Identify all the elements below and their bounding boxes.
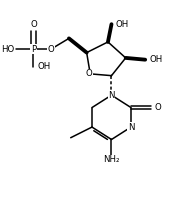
Text: OH: OH <box>116 20 129 29</box>
Text: O: O <box>48 45 55 54</box>
Text: NH₂: NH₂ <box>103 155 120 164</box>
Text: N: N <box>108 91 115 100</box>
Text: HO: HO <box>1 45 14 54</box>
Text: OH: OH <box>150 55 163 64</box>
Text: OH: OH <box>38 62 51 71</box>
Text: N: N <box>128 123 134 131</box>
Text: O: O <box>85 69 92 78</box>
Text: O: O <box>154 103 161 112</box>
Text: P: P <box>31 45 36 54</box>
Text: O: O <box>30 20 37 29</box>
